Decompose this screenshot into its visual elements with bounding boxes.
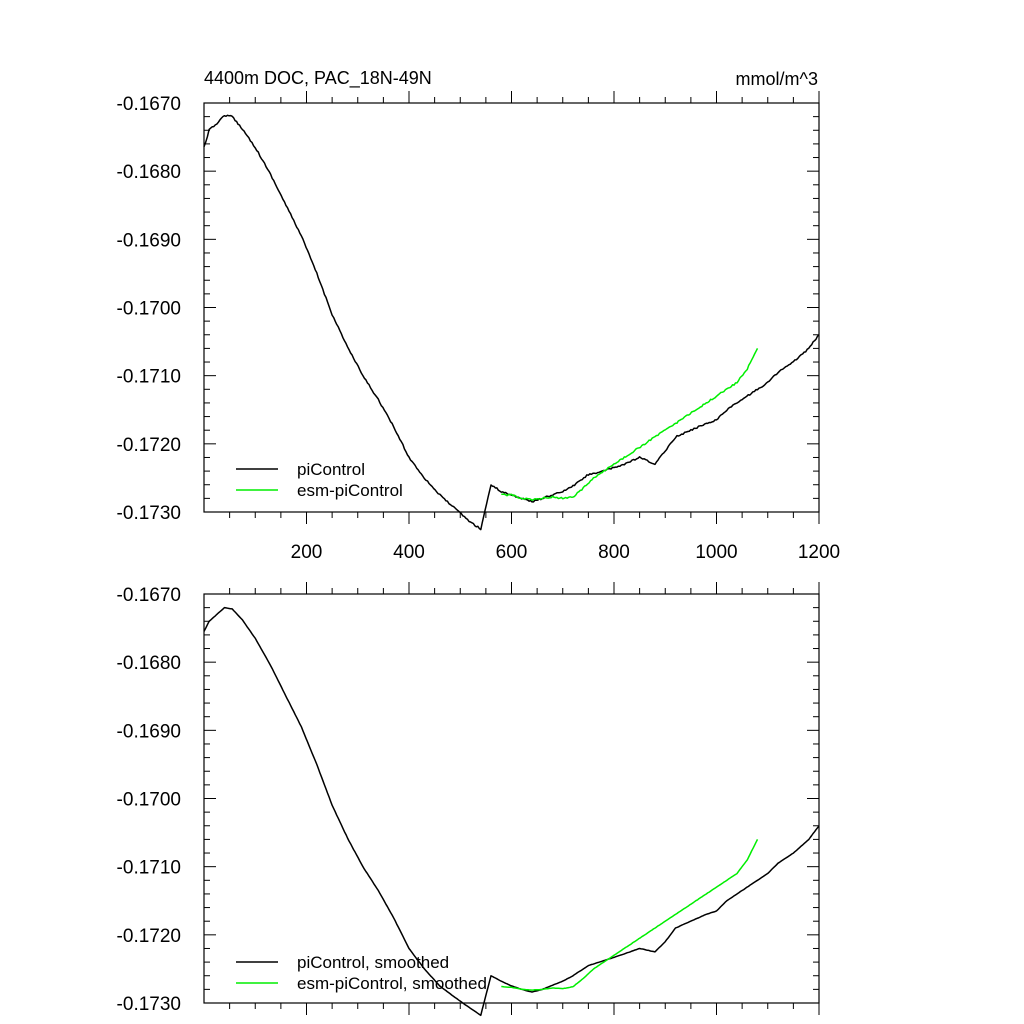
x-tick-label: 600 <box>496 542 528 563</box>
units-label: mmol/m^3 <box>736 69 818 89</box>
bottom-panel-legend: piControl, smoothed esm-piControl, smoot… <box>236 953 487 993</box>
series-line-esm-picontrol-smoothed <box>501 839 759 991</box>
legend-label-esm-picontrol: esm-piControl <box>297 481 403 500</box>
y-tick-label: -0.1710 <box>117 367 181 388</box>
bottom-panel-frame <box>203 593 820 1004</box>
x-tick-label: 400 <box>393 542 425 563</box>
chart-title: 4400m DOC, PAC_18N-49N <box>204 68 432 89</box>
y-tick-label: -0.1670 <box>117 585 181 606</box>
y-tick-label: -0.1700 <box>117 299 181 320</box>
y-tick-label: -0.1730 <box>117 503 181 524</box>
y-tick-label: -0.1720 <box>117 926 181 947</box>
bottom-panel-ticks <box>204 582 820 1015</box>
top-panel-legend: piControl esm-piControl <box>236 460 403 500</box>
y-tick-label: -0.1720 <box>117 435 181 456</box>
legend-label-esm-picontrol-smoothed: esm-piControl, smoothed <box>297 974 487 993</box>
top-panel-y-tick-labels: -0.1670 -0.1680 -0.1690 -0.1700 -0.1710 -0.17… <box>117 94 181 524</box>
series-line-picontrol-smoothed <box>203 606 820 1017</box>
y-tick-label: -0.1690 <box>117 721 181 742</box>
x-tick-label: 1200 <box>798 542 840 563</box>
top-panel-x-tick-labels: 200 400 600 800 1000 1200 <box>291 542 840 563</box>
y-tick-label: -0.1730 <box>117 994 181 1015</box>
top-panel-frame <box>203 102 820 513</box>
legend-label-picontrol: piControl <box>297 460 365 479</box>
top-panel: 4400m DOC, PAC_18N-49N mmol/m^3 -0.1670-… <box>117 68 841 563</box>
x-tick-label: 200 <box>291 542 323 563</box>
y-tick-label: -0.1670 <box>117 94 181 115</box>
bottom-panel-series <box>203 606 820 1017</box>
y-tick-label: -0.1700 <box>117 790 181 811</box>
legend-label-picontrol-smoothed: piControl, smoothed <box>297 953 449 972</box>
y-tick-label: -0.1690 <box>117 230 181 251</box>
bottom-panel: -0.1670 -0.1680 -0.1690 -0.1700 -0.1710 -0.17… <box>117 582 820 1017</box>
y-tick-label: -0.1680 <box>117 653 181 674</box>
y-tick-label: -0.1680 <box>117 162 181 183</box>
y-tick-label: -0.1710 <box>117 858 181 879</box>
top-panel-series <box>203 114 820 531</box>
x-tick-label: 1000 <box>695 542 737 563</box>
series-line-esm-picontrol <box>501 348 759 502</box>
bottom-panel-y-tick-labels: -0.1670 -0.1680 -0.1690 -0.1700 -0.1710 -0.17… <box>117 585 181 1015</box>
x-tick-label: 800 <box>598 542 630 563</box>
